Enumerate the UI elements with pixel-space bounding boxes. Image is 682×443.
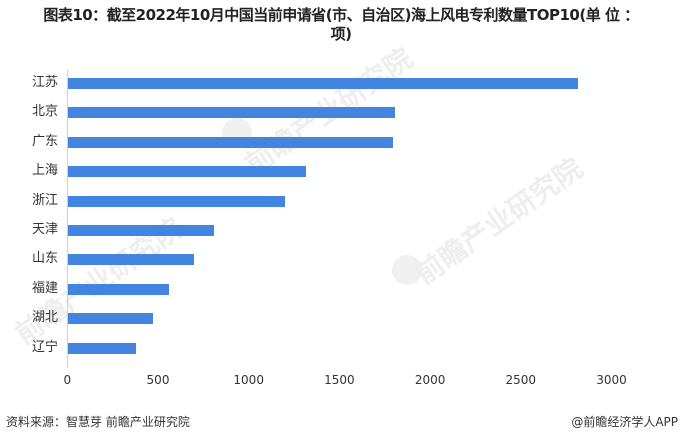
y-axis-line [67, 70, 68, 368]
bar [68, 225, 215, 236]
category-label: 江苏 [31, 75, 58, 90]
watermark-logo-icon [392, 255, 422, 285]
chart-title-line2: 项) [330, 25, 352, 43]
source-note: 资料来源：智慧芽 前瞻产业研究院 [6, 415, 190, 429]
bar [68, 107, 395, 119]
x-tick-label: 3000 [596, 373, 627, 387]
category-label: 辽宁 [31, 339, 58, 355]
x-tick-label: 1500 [324, 373, 355, 387]
category-label: 上海 [31, 163, 58, 179]
category-label: 湖北 [31, 310, 58, 326]
category-label: 天津 [31, 222, 58, 237]
bar [68, 283, 170, 295]
category-label: 北京 [31, 104, 58, 120]
credit-note: @前瞻经济学人APP [571, 415, 678, 429]
x-tick-label: 500 [146, 373, 170, 387]
x-tick-label: 1000 [233, 373, 264, 387]
chart-title: 图表10：截至2022年10月中国当前申请省(市、自治区)海上风电专利数量TOP… [0, 6, 682, 44]
x-tick-label: 2000 [414, 373, 446, 387]
bar [68, 195, 285, 207]
bar [68, 342, 137, 354]
x-tick-label: 0 [63, 373, 72, 387]
chart-title-line1: 图表10：截至2022年10月中国当前申请省(市、自治区)海上风电专利数量TOP… [43, 6, 639, 24]
category-label: 山东 [31, 251, 58, 267]
category-label: 浙江 [31, 192, 58, 208]
x-tick-label: 2500 [505, 373, 537, 387]
bar [68, 78, 578, 89]
bar [68, 254, 194, 266]
bar [68, 313, 154, 325]
category-label: 福建 [31, 280, 58, 296]
category-label: 广东 [31, 133, 58, 149]
bar [68, 136, 393, 148]
bar [68, 166, 307, 178]
